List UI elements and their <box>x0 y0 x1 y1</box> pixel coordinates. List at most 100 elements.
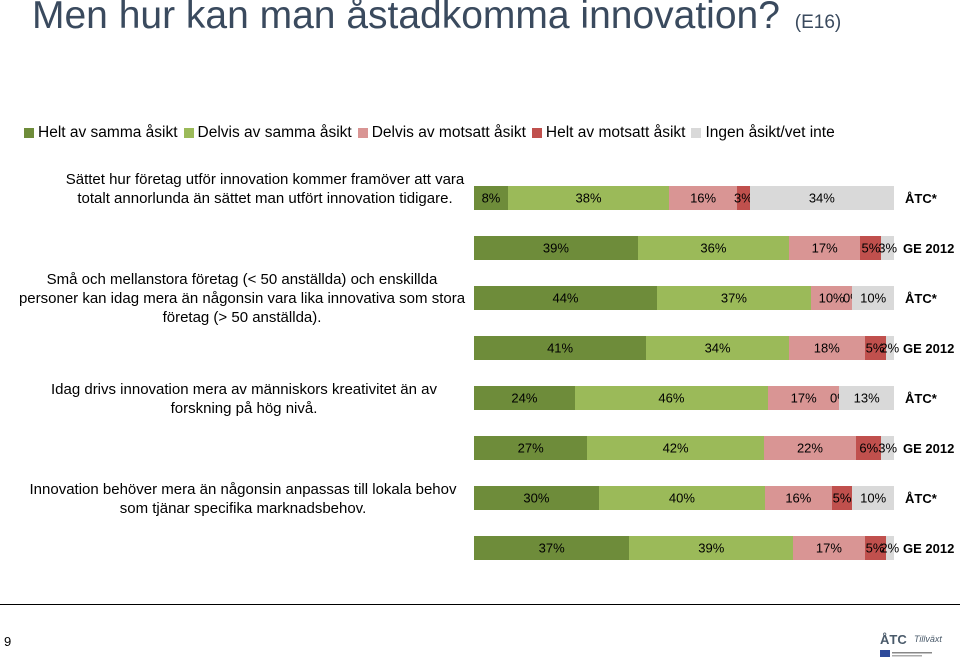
data-label: 10% <box>860 490 887 506</box>
bar-segment: 13% <box>839 386 894 410</box>
bar-segment: 10% <box>810 286 853 310</box>
group-label: GE 2012 <box>903 241 955 256</box>
page-title: Men hur kan man åstadkomma innovation? (… <box>32 0 841 38</box>
legend-swatch <box>531 128 542 138</box>
data-label: 34% <box>704 340 731 356</box>
data-label: 37% <box>720 290 747 306</box>
question-label-4: Innovation behöver mera än någonsin anpa… <box>29 481 457 517</box>
legend-label: Delvis av motsatt åsikt <box>371 124 526 141</box>
bar-segment: 30% <box>474 486 599 510</box>
legend-swatch <box>357 128 368 138</box>
data-label: 22% <box>796 440 823 456</box>
stacked-bar-6: 27% 42% 22% 6% 3% <box>474 436 898 460</box>
legend-swatch <box>183 128 194 138</box>
data-label: 3% <box>878 440 898 456</box>
data-label: 2% <box>880 340 900 356</box>
group-label: ÅTC* <box>905 191 937 206</box>
group-label: ÅTC* <box>905 491 937 506</box>
title-text: Men hur kan man åstadkomma innovation? <box>32 0 780 37</box>
stacked-bar-5: 24%46%17%0%13% <box>474 386 894 410</box>
data-label: 42% <box>662 440 689 456</box>
bar-segment: 37% <box>656 286 811 310</box>
bar-segment: 27% <box>474 436 588 460</box>
data-label: 17% <box>790 390 817 406</box>
bar-segment: 41% <box>474 336 647 360</box>
question-label-2: Små och mellanstora företag (< 50 anstäl… <box>18 271 466 326</box>
bar-segment: 3% <box>878 436 898 460</box>
title-code: (E16) <box>794 12 842 33</box>
group-label: ÅTC* <box>905 291 937 306</box>
data-label: 34% <box>808 190 835 206</box>
group-label: GE 2012 <box>903 441 955 456</box>
bar-segment: 39% <box>629 536 794 560</box>
bar-segment: 34% <box>749 186 894 210</box>
data-label: 17% <box>815 540 842 556</box>
bar-segment: 22% <box>763 436 857 460</box>
data-label: 39% <box>698 540 725 556</box>
legend-label: Helt av samma åsikt <box>38 124 178 141</box>
bar-segment: 40% <box>598 486 766 510</box>
bar-segment: 39% <box>474 236 638 260</box>
bar-segment: 44% <box>474 286 657 310</box>
stacked-bar-2: 39% 36% 17% 5% 3% <box>474 236 898 260</box>
data-label: 30% <box>523 490 550 506</box>
bar-segment: 42% <box>587 436 764 460</box>
bar-segment: 17% <box>767 386 840 410</box>
data-label: 13% <box>853 390 880 406</box>
bar-segment: 34% <box>646 336 789 360</box>
bar-segment: 2% <box>880 336 899 360</box>
question-label-3: Idag drivs innovation mera av människors… <box>50 381 437 417</box>
data-label: 18% <box>813 340 840 356</box>
stacked-bar-4: 41% 34% 18% 5% 2% <box>474 336 899 360</box>
legend-item-helt-samma: Helt av samma åsikt <box>24 124 178 142</box>
data-label: 5% <box>861 240 881 256</box>
data-label: 24% <box>511 390 538 406</box>
data-label: 10% <box>818 290 845 306</box>
data-label: 6% <box>859 440 879 456</box>
bar-segment: 3% <box>878 236 898 260</box>
data-label: 38% <box>575 190 602 206</box>
data-label: 16% <box>690 190 717 206</box>
bar-segment: 5% <box>860 236 882 260</box>
bar-segment: 10% <box>852 286 894 310</box>
bar-segment: 5% <box>864 336 886 360</box>
data-label: 16% <box>785 490 812 506</box>
legend-item-helt-motsatt: Helt av motsatt åsikt <box>531 124 685 142</box>
stacked-bar-8: 37% 39% 17% 5% 2% <box>474 536 899 560</box>
chart-legend: Helt av samma åsikt Delvis av samma åsik… <box>24 124 841 142</box>
legend-item-delvis-motsatt: Delvis av motsatt åsikt <box>357 124 526 142</box>
legend-item-delvis-samma: Delvis av samma åsikt <box>183 124 352 142</box>
bar-segment: 36% <box>637 236 789 260</box>
bar-segment: 38% <box>507 186 670 210</box>
stacked-bar-3: 44%37%10%0%10% <box>474 286 894 310</box>
bar-segment: 18% <box>788 336 865 360</box>
legend-swatch <box>24 128 34 138</box>
group-label: GE 2012 <box>903 541 955 556</box>
data-label: 17% <box>811 240 838 256</box>
bar-segment: 24% <box>474 386 575 410</box>
stacked-bar-7: 30% 40% 16% 5% 10% <box>474 486 894 510</box>
legend-swatch <box>691 128 702 138</box>
bar-segment: 16% <box>765 486 832 510</box>
data-label: 46% <box>658 390 685 406</box>
bar-segment: 5% <box>864 536 886 560</box>
bar-segment: 17% <box>793 536 865 560</box>
bar-segment: 16% <box>669 186 738 210</box>
bar-segment: 2% <box>880 536 899 560</box>
atc-tillvaxt-logo: ÅTC Tillväxt <box>880 632 942 657</box>
data-label: 2% <box>880 540 900 556</box>
svg-text:Tillväxt: Tillväxt <box>914 634 942 644</box>
bar-segment: 3% <box>734 186 753 210</box>
data-label: 5% <box>865 340 885 356</box>
legend-item-ingen-asikt: Ingen åsikt/vet inte <box>691 124 835 142</box>
data-label: 10% <box>860 290 887 306</box>
data-label: 5% <box>832 490 852 506</box>
data-label: 5% <box>865 540 885 556</box>
footer-divider <box>0 604 960 605</box>
group-label: GE 2012 <box>903 341 955 356</box>
data-label: 27% <box>517 440 544 456</box>
data-label: 3% <box>878 240 898 256</box>
data-label: 39% <box>542 240 569 256</box>
bar-segment: 17% <box>788 236 861 260</box>
bar-segment: 8% <box>474 186 508 210</box>
